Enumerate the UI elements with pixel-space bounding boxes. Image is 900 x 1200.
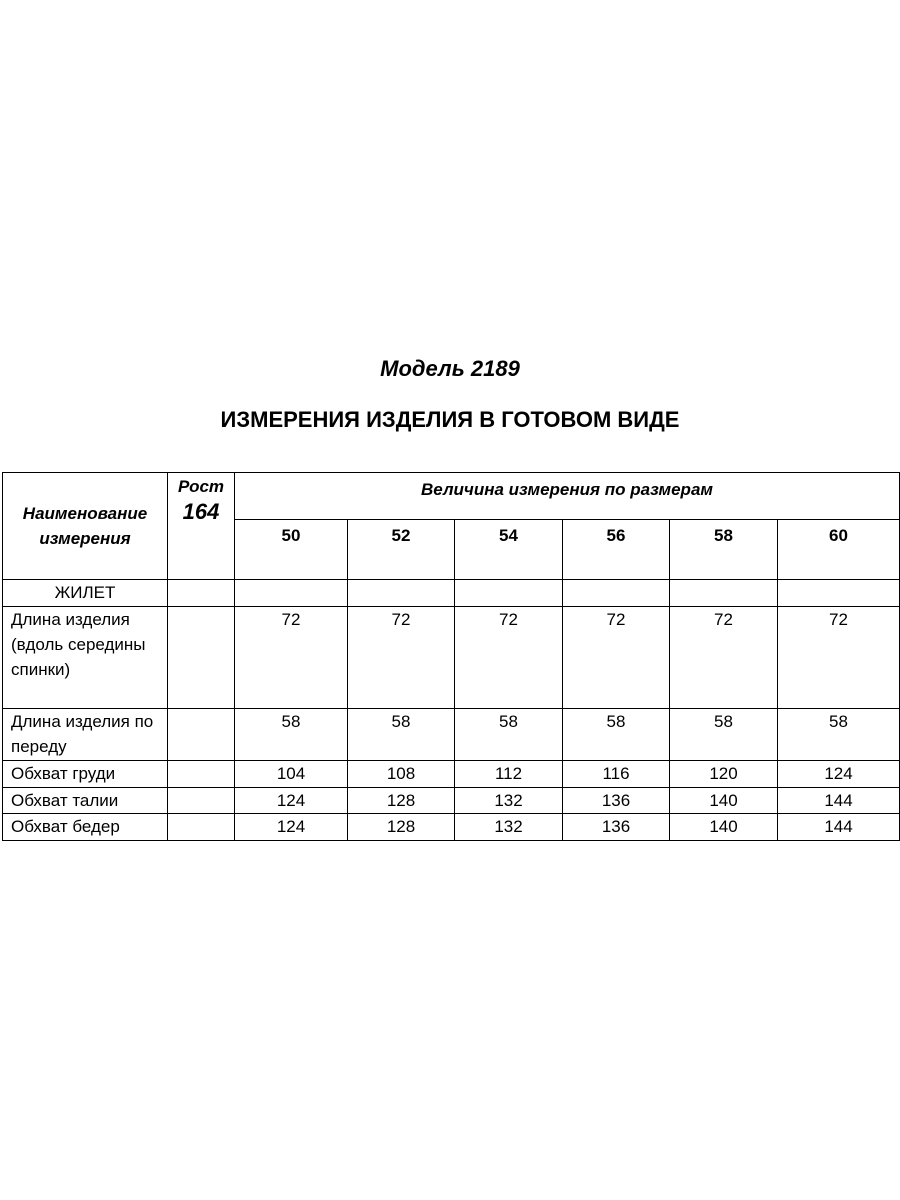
table-row: Обхват груди 104 108 112 116 120 124: [2, 760, 900, 788]
value-cell: 108: [347, 760, 455, 788]
header-measurement-name: Наименование измерения: [2, 472, 168, 580]
size-header: 60: [777, 519, 900, 580]
height-cell: [167, 760, 235, 788]
value-cell: 116: [562, 760, 670, 788]
value-cell: 58: [454, 708, 563, 761]
row-label: Длина изделия по переду: [2, 708, 168, 761]
document-title: ИЗМЕРЕНИЯ ИЗДЕЛИЯ В ГОТОВОМ ВИДЕ: [220, 407, 680, 432]
value-cell: 58: [234, 708, 348, 761]
value-cell: 128: [347, 813, 455, 841]
value-cell: 132: [454, 787, 563, 814]
value-cell: 72: [777, 606, 900, 709]
measurements-table: Наименование измерения Рост 164 Величина…: [2, 472, 900, 841]
value-cell: 144: [777, 787, 900, 814]
size-header: 56: [562, 519, 670, 580]
row-label: Обхват бедер: [2, 813, 168, 841]
section-label: ЖИЛЕТ: [2, 579, 168, 607]
table-row: Обхват бедер 124 128 132 136 140 144: [2, 813, 900, 841]
size-header: 58: [669, 519, 778, 580]
header-sizes-label: Величина измерения по размерам: [234, 472, 900, 520]
value-cell: 72: [669, 606, 778, 709]
value-cell: 140: [669, 787, 778, 814]
table-row: Длина изделия (вдоль середины спинки) 72 7…: [2, 606, 900, 709]
height-cell: [167, 813, 235, 841]
value-cell: 72: [562, 606, 670, 709]
height-cell: [167, 606, 235, 709]
value-cell: 144: [777, 813, 900, 841]
value-cell: 124: [234, 787, 348, 814]
value-cell: 120: [669, 760, 778, 788]
row-label: Длина изделия (вдоль середины спинки): [2, 606, 168, 709]
value-cell: 72: [454, 606, 563, 709]
empty-cell: [347, 579, 455, 607]
value-cell: 132: [454, 813, 563, 841]
empty-cell: [454, 579, 563, 607]
height-cell: [167, 787, 235, 814]
table-row: Длина изделия по переду 58 58 58 58 58 58: [2, 708, 900, 761]
value-cell: 104: [234, 760, 348, 788]
value-cell: 128: [347, 787, 455, 814]
empty-cell: [234, 579, 348, 607]
empty-cell: [167, 579, 235, 607]
empty-cell: [777, 579, 900, 607]
header-height: Рост 164: [167, 472, 235, 580]
size-header: 50: [234, 519, 348, 580]
empty-cell: [669, 579, 778, 607]
value-cell: 72: [234, 606, 348, 709]
value-cell: 58: [777, 708, 900, 761]
value-cell: 136: [562, 813, 670, 841]
row-label: Обхват талии: [2, 787, 168, 814]
value-cell: 124: [234, 813, 348, 841]
row-label: Обхват груди: [2, 760, 168, 788]
empty-cell: [562, 579, 670, 607]
value-cell: 140: [669, 813, 778, 841]
value-cell: 136: [562, 787, 670, 814]
value-cell: 124: [777, 760, 900, 788]
value-cell: 58: [562, 708, 670, 761]
header-height-label: Рост: [177, 477, 225, 496]
value-cell: 58: [669, 708, 778, 761]
value-cell: 58: [347, 708, 455, 761]
size-header: 52: [347, 519, 455, 580]
value-cell: 112: [454, 760, 563, 788]
model-title: Модель 2189: [380, 356, 520, 381]
height-cell: [167, 708, 235, 761]
table-row: Обхват талии 124 128 132 136 140 144: [2, 787, 900, 814]
size-header: 54: [454, 519, 563, 580]
header-height-value: 164: [182, 499, 220, 524]
value-cell: 72: [347, 606, 455, 709]
